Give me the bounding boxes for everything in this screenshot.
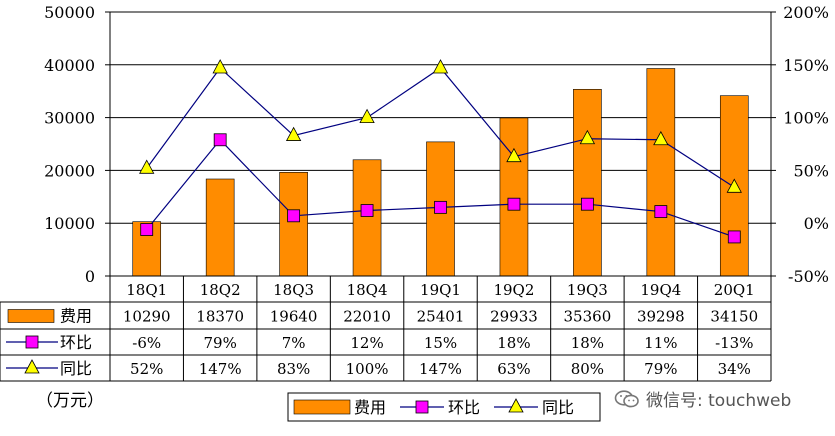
table-legend-key <box>24 359 40 374</box>
point-marker <box>359 108 375 123</box>
point-marker <box>434 200 447 214</box>
table-cell: 11% <box>644 334 677 352</box>
y-left-tick-label: 0 <box>85 267 95 286</box>
y-left-tick-label: 20000 <box>44 161 95 180</box>
point-marker <box>140 223 154 236</box>
point-marker <box>213 133 227 147</box>
table-cell: 29933 <box>490 308 538 326</box>
table-cell: 18% <box>497 334 530 352</box>
legend-label: 环比 <box>448 398 480 417</box>
category-label: 19Q3 <box>567 281 608 299</box>
point-marker <box>139 159 155 174</box>
y-left-tick-label: 40000 <box>44 56 95 75</box>
legend-label: 费用 <box>354 398 386 417</box>
point-marker <box>726 178 742 193</box>
table-cell: 34% <box>718 360 751 378</box>
table-cell: 15% <box>424 334 457 352</box>
point-marker <box>654 205 668 218</box>
category-label: 18Q4 <box>347 281 388 299</box>
y-right-tick-label: 150% <box>783 56 829 75</box>
category-label: 18Q2 <box>200 281 241 299</box>
y-right-tick-label: 0% <box>804 214 829 233</box>
legend-label: 同比 <box>542 398 574 417</box>
point-marker <box>360 204 374 217</box>
table-cell: 79% <box>203 334 236 352</box>
point-marker <box>506 147 522 163</box>
table-cell: 19640 <box>270 308 318 326</box>
wechat-icon <box>614 389 639 407</box>
point-marker <box>507 197 521 211</box>
watermark-text: 微信号: touchweb <box>646 391 792 411</box>
point-marker <box>212 59 228 74</box>
bar <box>352 159 382 277</box>
y-left-tick-label: 10000 <box>44 214 95 233</box>
point-marker <box>287 209 301 223</box>
table-series-name: 费用 <box>60 307 92 326</box>
y-right-tick-label: 100% <box>783 109 829 128</box>
table-cell: 22010 <box>343 308 391 326</box>
table-cell: 83% <box>277 360 310 378</box>
table-series-name: 环比 <box>60 333 92 352</box>
table-legend-key <box>7 309 55 323</box>
table-cell: -6% <box>132 334 161 352</box>
category-label: 19Q4 <box>640 281 681 299</box>
table-cell: 18370 <box>196 308 244 326</box>
y-left-tick-label: 30000 <box>44 109 95 128</box>
table-cell: 18% <box>571 334 604 352</box>
table-cell: 35360 <box>564 308 612 326</box>
table-cell: 12% <box>350 334 383 352</box>
category-label: 18Q3 <box>273 281 314 299</box>
legend-key <box>508 398 524 413</box>
point-marker <box>285 126 302 141</box>
category-label: 20Q1 <box>714 281 755 299</box>
y-right-tick-label: 200% <box>783 3 829 22</box>
category-label: 18Q1 <box>126 281 167 299</box>
bar <box>279 172 308 277</box>
table-cell: 52% <box>130 360 163 378</box>
table-cell: 147% <box>199 360 242 378</box>
legend-key <box>293 399 351 415</box>
unit-label: （万元） <box>36 391 104 411</box>
table-cell: 34150 <box>710 308 758 326</box>
point-marker <box>727 230 741 244</box>
bar <box>573 88 602 277</box>
table-cell: 100% <box>346 360 389 378</box>
y-right-tick-label: -50% <box>788 267 829 286</box>
bar <box>499 117 529 277</box>
watermark: 微信号: touchweb <box>614 386 791 411</box>
table-cell: 63% <box>497 360 530 378</box>
y-right-tick-label: 50% <box>793 161 829 180</box>
table-legend-key <box>25 335 39 349</box>
legend-key <box>415 400 429 414</box>
table-cell: 25401 <box>417 308 465 326</box>
table-cell: 147% <box>419 360 462 378</box>
table-cell: 7% <box>282 334 306 352</box>
point-marker <box>432 59 449 74</box>
bar <box>646 68 676 277</box>
table-cell: 39298 <box>637 308 685 326</box>
point-marker <box>653 130 669 146</box>
table-series-name: 同比 <box>60 359 92 378</box>
point-marker <box>579 129 596 145</box>
table-cell: 80% <box>571 360 604 378</box>
table-cell: 10290 <box>123 308 171 326</box>
y-left-tick-label: 50000 <box>44 3 95 22</box>
category-label: 19Q1 <box>420 281 461 299</box>
bar <box>205 178 235 277</box>
table-cell: -13% <box>715 334 753 352</box>
category-label: 19Q2 <box>493 281 534 299</box>
table-cell: 79% <box>644 360 677 378</box>
point-marker <box>580 197 594 211</box>
